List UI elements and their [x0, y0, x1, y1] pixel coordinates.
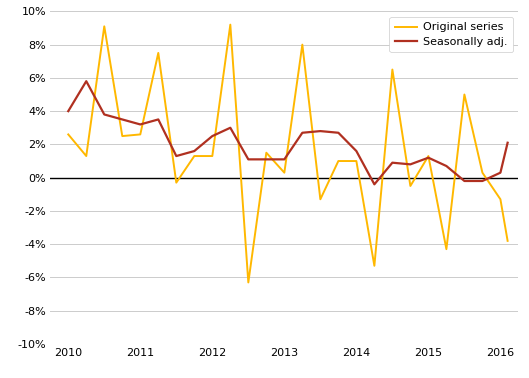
Seasonally adj.: [245, 157, 251, 162]
Seasonally adj.: [155, 117, 161, 122]
Seasonally adj.: [191, 149, 197, 153]
Seasonally adj.: [425, 155, 432, 160]
Original series: [353, 159, 360, 163]
Original series: [245, 280, 251, 285]
Original series: [425, 154, 432, 158]
Line: Original series: Original series: [68, 25, 508, 282]
Seasonally adj.: [479, 179, 486, 183]
Seasonally adj.: [299, 130, 306, 135]
Seasonally adj.: [317, 129, 324, 133]
Original series: [263, 150, 269, 155]
Original series: [505, 239, 511, 243]
Seasonally adj.: [83, 79, 89, 84]
Original series: [191, 154, 197, 158]
Seasonally adj.: [497, 170, 504, 175]
Seasonally adj.: [119, 117, 125, 122]
Original series: [155, 51, 161, 55]
Seasonally adj.: [263, 157, 269, 162]
Seasonally adj.: [505, 141, 511, 145]
Original series: [209, 154, 215, 158]
Original series: [479, 170, 486, 175]
Seasonally adj.: [209, 134, 215, 138]
Seasonally adj.: [335, 130, 342, 135]
Original series: [173, 180, 179, 185]
Original series: [371, 263, 378, 268]
Seasonally adj.: [443, 164, 450, 168]
Seasonally adj.: [389, 160, 396, 165]
Original series: [83, 154, 89, 158]
Seasonally adj.: [65, 109, 71, 113]
Original series: [443, 247, 450, 251]
Original series: [407, 184, 414, 188]
Original series: [497, 197, 504, 201]
Original series: [299, 42, 306, 47]
Original series: [137, 132, 143, 137]
Original series: [119, 134, 125, 138]
Seasonally adj.: [353, 149, 360, 153]
Seasonally adj.: [173, 154, 179, 158]
Original series: [461, 92, 468, 97]
Original series: [227, 22, 233, 27]
Line: Seasonally adj.: Seasonally adj.: [68, 81, 508, 184]
Seasonally adj.: [137, 122, 143, 127]
Original series: [317, 197, 324, 201]
Original series: [101, 24, 107, 29]
Seasonally adj.: [407, 162, 414, 167]
Original series: [389, 67, 396, 72]
Seasonally adj.: [371, 182, 378, 187]
Seasonally adj.: [227, 125, 233, 130]
Seasonally adj.: [461, 179, 468, 183]
Original series: [281, 170, 287, 175]
Legend: Original series, Seasonally adj.: Original series, Seasonally adj.: [389, 17, 513, 53]
Original series: [335, 159, 342, 163]
Seasonally adj.: [281, 157, 287, 162]
Seasonally adj.: [101, 112, 107, 117]
Original series: [65, 132, 71, 137]
